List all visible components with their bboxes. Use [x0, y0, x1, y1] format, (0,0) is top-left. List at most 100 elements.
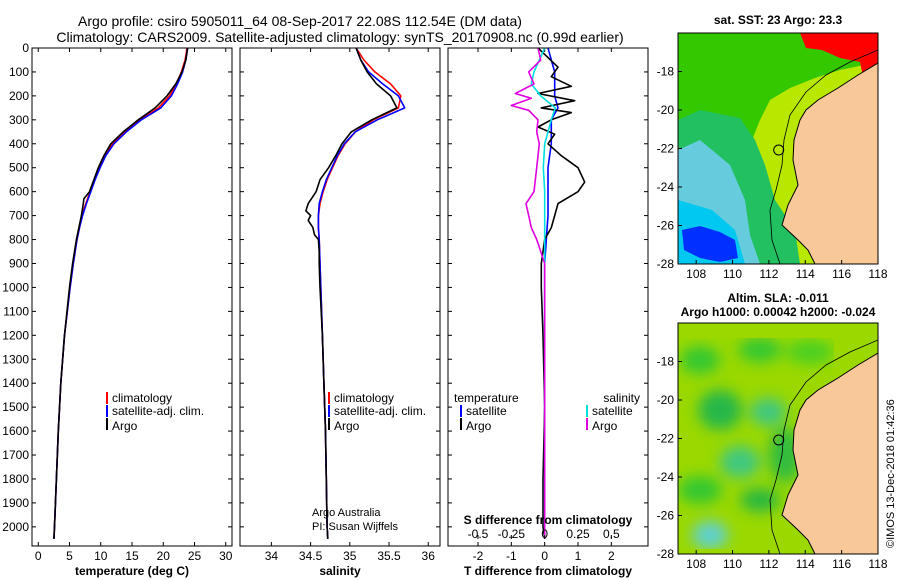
salinity-tick-label: 35.5 [377, 549, 401, 563]
latitude-tick-label: -22 [657, 432, 675, 446]
salinity-tick-label: 36 [422, 549, 436, 563]
s-difference-axis: -0.5 -0.25 0 0.25 0.5 [468, 527, 620, 541]
longitude-tick-label: 114 [796, 267, 815, 281]
depth-tick-label: 1600 [2, 424, 29, 438]
latitude-tick-label: -22 [657, 142, 675, 156]
legend-sal-argo-label: Argo [592, 419, 618, 433]
temperature-tick-label: 30 [219, 549, 233, 563]
temperature-panel: 0100200300400500600700800900100011001200… [2, 41, 232, 578]
depth-tick-label: 100 [9, 65, 29, 79]
depth-tick-label: 1200 [2, 328, 29, 342]
latitude-tick-label: -18 [657, 355, 675, 369]
longitude-tick-label: 118 [868, 267, 887, 281]
legend-argo-label: Argo [112, 419, 138, 433]
temperature-tick-label: 15 [125, 549, 139, 563]
sla-map-axes: 108 110 112 114 116 118 -18 -20 -22 -24 -26 -28 [657, 355, 888, 572]
latitude-tick-label: -20 [657, 103, 675, 117]
depth-tick-label: 600 [9, 185, 29, 199]
latitude-tick-label: -28 [657, 547, 675, 561]
depth-tick-label: 1500 [2, 400, 29, 414]
salinity-legend: climatology satellite-adj. clim. Argo [328, 391, 426, 433]
temperature-xlabel: temperature (deg C) [75, 564, 189, 578]
figure-title-line-2: Climatology: CARS2009. Satellite-adjuste… [56, 29, 623, 45]
depth-tick-label: 1400 [2, 376, 29, 390]
sla-map-title-line-1: Altim. SLA: -0.011 [727, 291, 829, 305]
longitude-tick-label: 118 [868, 557, 887, 571]
depth-tick-label: 1800 [2, 472, 29, 486]
t-difference-tick-label: 1 [575, 549, 582, 563]
latitude-tick-label: -28 [657, 257, 675, 271]
latitude-tick-label: -26 [657, 219, 675, 233]
pi-annotation-line-2: PI: Susan Wijffels [312, 521, 398, 533]
s-difference-tick-label: -0.5 [468, 527, 489, 541]
longitude-tick-label: 110 [723, 267, 742, 281]
sla-anomaly-field [678, 338, 834, 549]
latitude-tick-label: -26 [657, 509, 675, 523]
salinity-tick-label: 34.5 [299, 549, 323, 563]
sla-bathymetry-contour [769, 339, 878, 554]
series-temperature-argo [537, 48, 586, 539]
depth-tick-label: 200 [9, 89, 29, 103]
s-difference-tick-label: -0.25 [498, 527, 526, 541]
longitude-tick-label: 116 [832, 557, 851, 571]
legend-climatology-label: climatology [112, 391, 172, 405]
legend-temperature-heading: temperature [454, 391, 519, 405]
pi-annotation-line-1: Argo Australia [312, 507, 381, 519]
sla-profile-marker [773, 434, 785, 446]
sla-map-panel: Altim. SLA: -0.011 Argo h1000: 0.00042 h… [657, 291, 888, 571]
depth-tick-label: 400 [9, 137, 29, 151]
latitude-tick-label: -18 [657, 65, 675, 79]
longitude-tick-label: 112 [759, 557, 778, 571]
depth-tick-label: 300 [9, 113, 29, 127]
longitude-tick-label: 112 [759, 267, 778, 281]
sst-map-title: sat. SST: 23 Argo: 23.3 [714, 13, 843, 27]
sst-land [781, 62, 878, 264]
legend-sal-satellite-label: satellite [592, 404, 633, 418]
depth-tick-label: 1000 [2, 280, 29, 294]
series-salinity-argo [510, 48, 546, 539]
salinity-axis: 34 34.5 35 35.5 36 [265, 48, 436, 563]
temperature-tick-label: 0 [35, 549, 42, 563]
salinity-tick-label: 34 [265, 549, 279, 563]
series-argo [53, 48, 189, 539]
depth-tick-label: 800 [9, 233, 29, 247]
series-argo [305, 48, 398, 539]
legend-satellite-label: satellite-adj. clim. [112, 404, 204, 418]
t-difference-tick-label: 2 [608, 549, 615, 563]
latitude-tick-label: -20 [657, 393, 675, 407]
s-difference-tick-label: 0 [541, 527, 548, 541]
sst-hot-patch [800, 33, 878, 72]
figure-title-line-1: Argo profile: csiro 5905011_64 08-Sep-20… [78, 13, 522, 29]
salinity-xlabel: salinity [319, 564, 361, 578]
temperature-tick-label: 20 [157, 549, 171, 563]
legend-satellite-label: satellite-adj. clim. [334, 404, 426, 418]
depth-tick-label: 1900 [2, 496, 29, 510]
legend-temp-satellite-label: satellite [466, 404, 507, 418]
s-difference-tick-label: 0.5 [603, 527, 620, 541]
temperature-tick-label: 10 [94, 549, 108, 563]
legend-temp-argo-label: Argo [466, 419, 492, 433]
depth-tick-label: 1100 [3, 304, 29, 318]
depth-tick-label: 500 [9, 161, 29, 175]
difference-legend: temperature satellite Argo salinity sate… [454, 391, 640, 433]
depth-tick-label: 0 [22, 41, 29, 55]
latitude-tick-label: -24 [657, 180, 675, 194]
longitude-tick-label: 114 [796, 557, 815, 571]
longitude-tick-label: 108 [686, 557, 706, 571]
imos-credit: ©IMOS 13-Dec-2018 01:42:36 [885, 399, 897, 548]
sst-map-axes: 108 110 112 114 116 118 -18 -20 -22 -24 -26 -28 [657, 65, 888, 282]
longitude-tick-label: 110 [723, 557, 742, 571]
legend-climatology-label: climatology [334, 391, 394, 405]
sla-land [781, 352, 878, 554]
depth-tick-label: 900 [9, 256, 29, 270]
depth-tick-label: 1300 [2, 352, 29, 366]
sst-map-panel: sat. SST: 23 Argo: 23.3 108 110 112 114 116 1… [657, 13, 888, 281]
sla-map-title-line-2: Argo h1000: 0.00042 h2000: -0.024 [681, 305, 876, 319]
t-difference-tick-label: -2 [473, 549, 484, 563]
latitude-tick-label: -24 [657, 470, 675, 484]
temperature-legend: climatology satellite-adj. clim. Argo [106, 391, 204, 433]
t-difference-tick-label: 0 [541, 549, 548, 563]
s-difference-tick-label: 0.25 [566, 527, 590, 541]
legend-salinity-heading: salinity [603, 391, 640, 405]
sst-profile-marker [773, 144, 785, 156]
